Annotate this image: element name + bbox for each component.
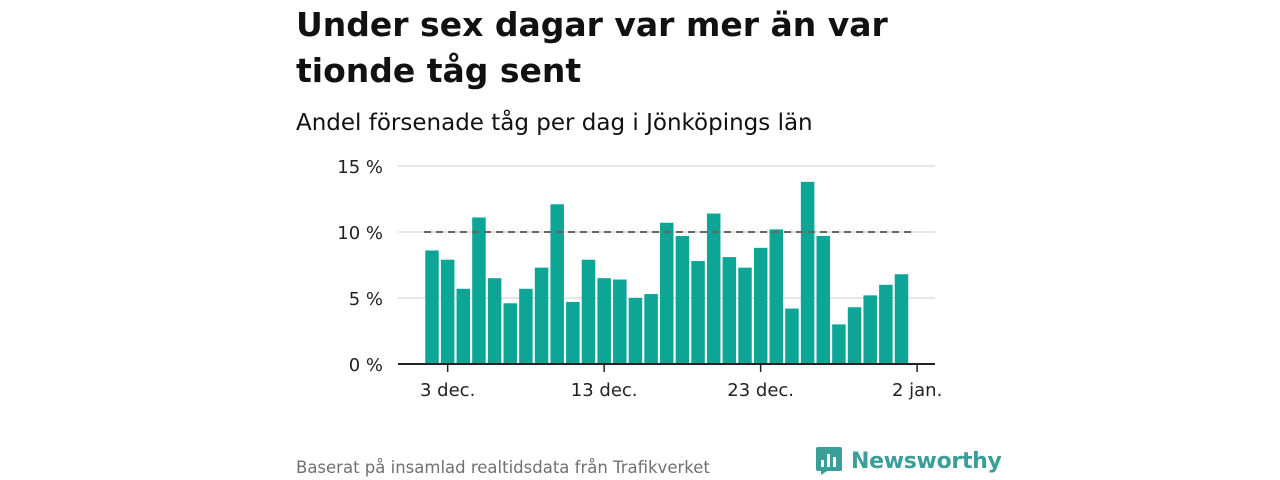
y-tick-label: 5 % — [349, 289, 383, 310]
bar — [675, 235, 690, 364]
bar — [440, 259, 455, 364]
bar — [785, 308, 799, 364]
brand-name: Newsworthy — [851, 448, 1002, 474]
bar — [894, 274, 909, 364]
chart-subtitle: Andel försenade tåg per dag i Jönköpings… — [296, 110, 813, 136]
source-note: Baserat på insamlad realtidsdata från Tr… — [296, 458, 710, 477]
bar — [644, 294, 658, 364]
bar — [534, 267, 549, 364]
bar — [660, 222, 674, 364]
bar — [769, 229, 784, 364]
x-tick-label: 23 dec. — [727, 380, 794, 401]
bar — [753, 247, 768, 364]
bar — [706, 213, 721, 364]
bar — [722, 257, 737, 364]
bar — [879, 284, 893, 364]
bar — [800, 181, 815, 364]
y-tick-label: 0 % — [349, 355, 383, 376]
bar — [597, 278, 611, 364]
bar — [832, 324, 846, 364]
bar — [503, 303, 517, 364]
bar-chart: 0 % 5 % 10 % 15 % 3 dec. 13 dec. 23 dec. 2 jan. — [337, 157, 942, 401]
brand-logo: Newsworthy — [815, 446, 1002, 476]
bar — [613, 279, 627, 364]
x-tick-label: 13 dec. — [571, 380, 638, 401]
bar — [519, 288, 533, 364]
y-tick-label: 15 % — [337, 157, 383, 178]
bar — [738, 267, 752, 364]
bar — [487, 278, 502, 364]
bar — [847, 307, 862, 364]
bar-chart-speech-bubble-icon — [816, 447, 842, 475]
bar — [628, 298, 643, 364]
bar — [816, 235, 830, 364]
bar — [581, 259, 596, 364]
bar — [456, 288, 471, 364]
bar — [691, 261, 705, 364]
bar — [425, 250, 439, 364]
x-tick-label: 3 dec. — [420, 380, 475, 401]
bar — [566, 301, 580, 364]
chart-title: Under sex dagar var mer än var tionde tå… — [296, 5, 888, 90]
y-tick-label: 10 % — [337, 223, 383, 244]
x-tick-label: 2 jan. — [892, 380, 942, 401]
bar — [550, 204, 564, 364]
bar — [472, 217, 486, 364]
bar — [863, 295, 877, 364]
